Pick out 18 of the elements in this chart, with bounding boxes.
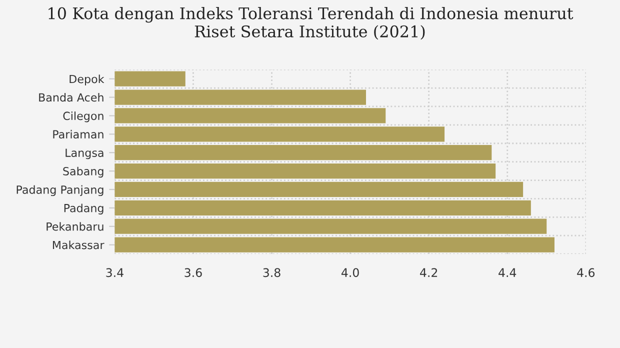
y-tick-label: Sabang [63, 166, 104, 178]
y-tick-label: Makassar [52, 240, 104, 250]
x-tick-label: 4.6 [577, 268, 595, 278]
y-tick-label: Cilegon [63, 111, 104, 122]
y-tick-label: Depok [70, 74, 104, 86]
y-tick-label: Pekanbaru [46, 222, 104, 231]
y-tick-label: Padang [64, 204, 104, 214]
y-tick-label: Banda Aceh [39, 93, 104, 102]
chart-title: 10 Kota dengan Indeks Toleransi Terendah di Indonesia menurut Riset Setara Institute (2021) [48, 6, 574, 40]
x-tick-label: 4.0 [341, 268, 359, 278]
x-tick-label: 4.2 [420, 268, 438, 277]
x-tick-label: 4.4 [498, 268, 516, 277]
x-tick-label: 3.6 [184, 268, 202, 278]
y-tick-label: Pariaman [53, 130, 104, 139]
y-tick-label: Langsa [66, 148, 104, 160]
x-tick-label: 3.8 [263, 268, 280, 278]
y-tick-label: Padang Panjang [16, 185, 104, 196]
x-tick-label: 3.4 [106, 268, 124, 278]
